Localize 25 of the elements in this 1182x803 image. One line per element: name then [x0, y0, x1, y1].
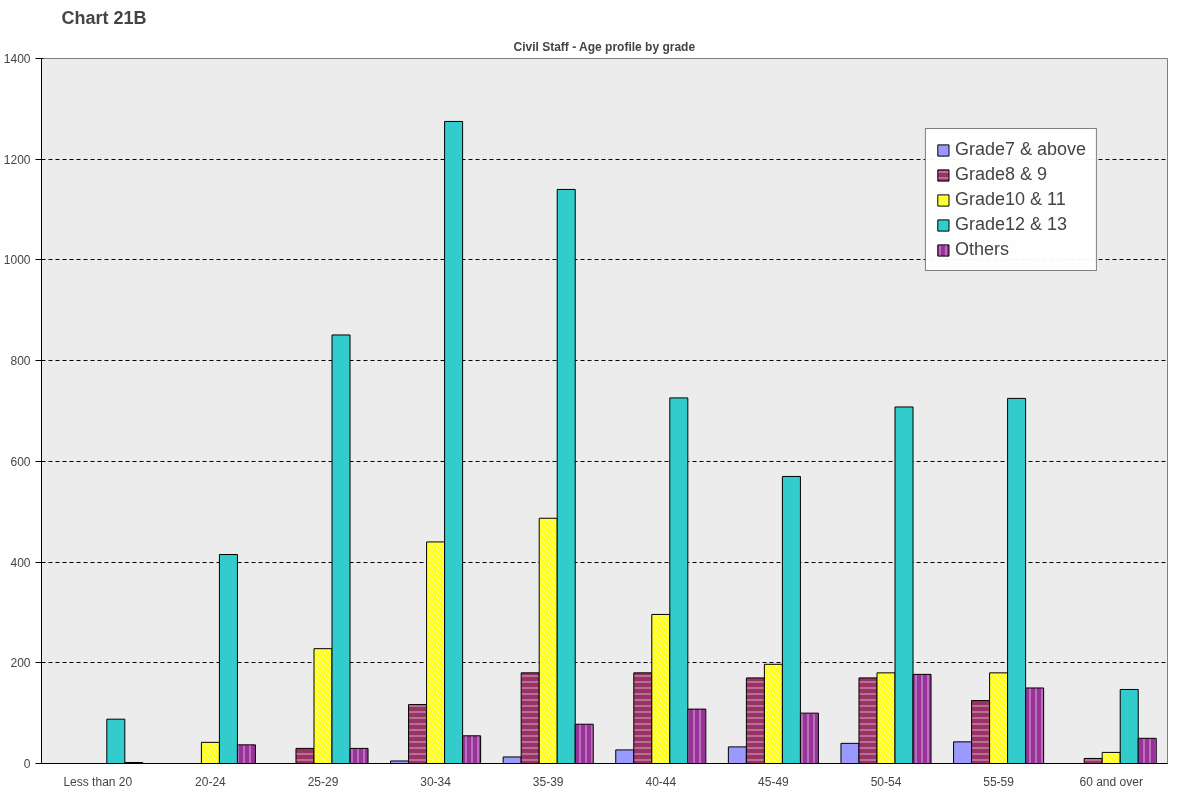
x-tick-label: 55-59 — [983, 774, 1015, 789]
y-tick-label: 800 — [10, 354, 31, 369]
x-tick-label: 60 and over — [1079, 774, 1143, 789]
chart-subtitle: Civil Staff - Age profile by grade — [513, 39, 696, 54]
x-tick-label: 30-34 — [420, 774, 452, 789]
chart-title: Chart 21B — [61, 7, 147, 28]
x-tick-label: 25-29 — [307, 774, 339, 789]
legend-label: Others — [954, 239, 1009, 260]
y-tick-label: 1200 — [3, 152, 31, 167]
x-tick-label: 50-54 — [870, 774, 902, 789]
legend-label: Grade12 & 13 — [954, 214, 1067, 235]
y-tick-label: 400 — [10, 555, 31, 570]
y-tick-label: 0 — [23, 757, 31, 771]
y-tick-label: 1000 — [3, 253, 31, 268]
y-tick-label: 600 — [10, 454, 31, 469]
x-tick-label: 35-39 — [532, 774, 564, 789]
y-tick-label: 200 — [10, 656, 31, 671]
legend-label: Grade7 & above — [954, 139, 1086, 160]
legend-label: Grade8 & 9 — [954, 164, 1047, 185]
x-tick-label: 40-44 — [645, 774, 677, 789]
legend-label: Grade10 & 11 — [954, 189, 1066, 210]
y-tick-label: 1400 — [3, 52, 31, 66]
x-tick-label: 20-24 — [195, 774, 227, 789]
x-tick-label: Less than 20 — [63, 774, 133, 789]
x-tick-label: 45-49 — [758, 774, 790, 789]
